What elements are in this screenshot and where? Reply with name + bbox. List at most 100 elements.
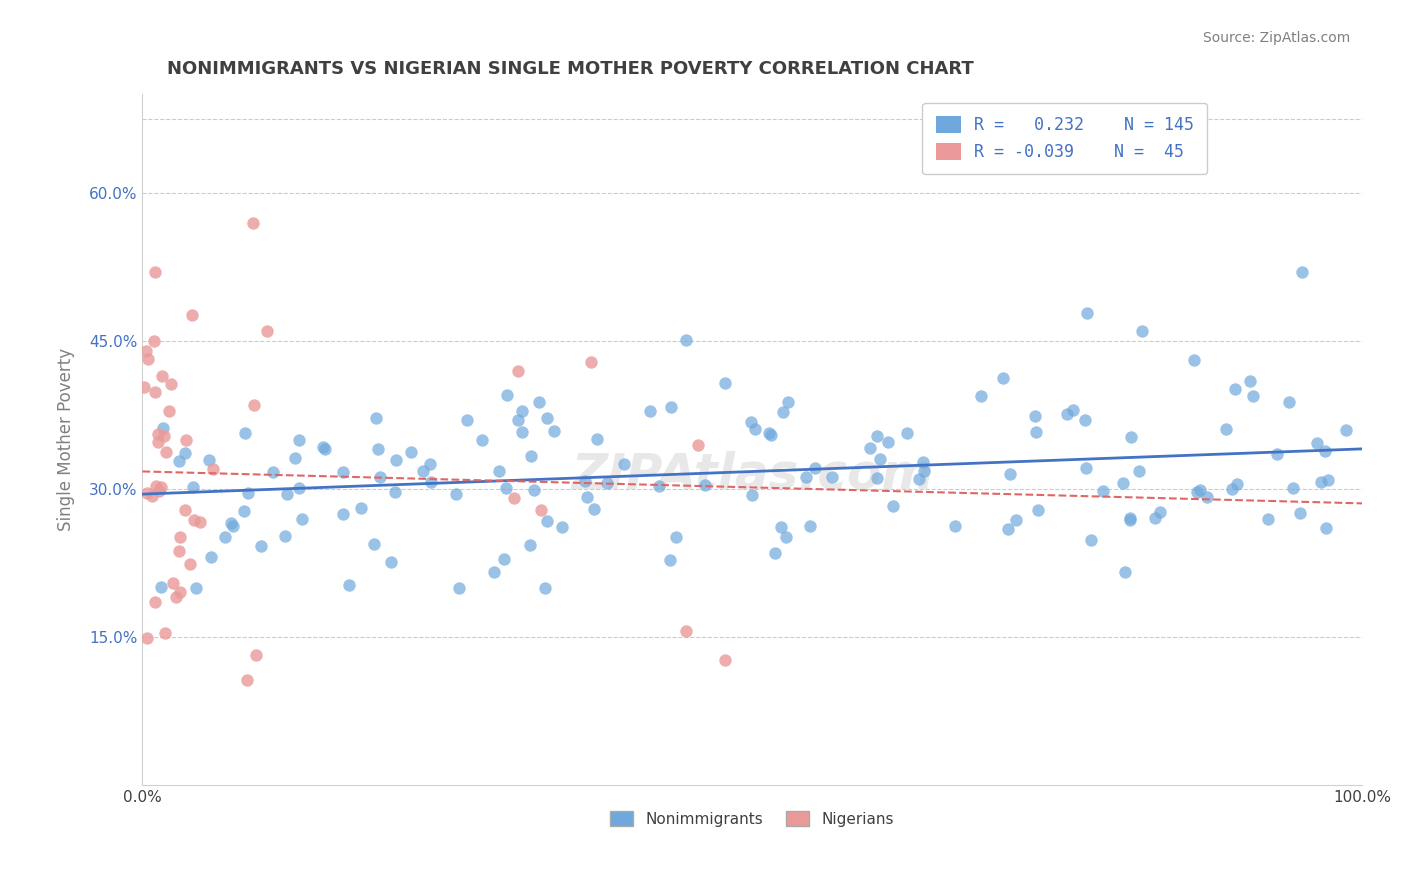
Point	[367, 442, 389, 456]
Point	[235, 673, 257, 687]
Point	[150, 480, 173, 494]
Point	[998, 467, 1021, 481]
Point	[1114, 565, 1136, 579]
Point	[534, 581, 557, 595]
Point	[551, 520, 574, 534]
Point	[943, 518, 966, 533]
Point	[758, 425, 780, 440]
Point	[143, 265, 166, 279]
Point	[1025, 425, 1047, 439]
Point	[1080, 533, 1102, 548]
Point	[188, 515, 211, 529]
Point	[146, 426, 169, 441]
Text: ZIPAtlas.com: ZIPAtlas.com	[571, 450, 934, 499]
Point	[869, 451, 891, 466]
Point	[1076, 306, 1098, 320]
Point	[153, 429, 176, 443]
Point	[233, 426, 256, 441]
Point	[510, 404, 533, 418]
Point	[1315, 444, 1337, 458]
Point	[821, 470, 844, 484]
Point	[214, 530, 236, 544]
Point	[157, 404, 180, 418]
Point	[536, 514, 558, 528]
Point	[495, 482, 517, 496]
Point	[713, 376, 735, 390]
Point	[148, 484, 170, 499]
Point	[174, 503, 197, 517]
Point	[536, 411, 558, 425]
Point	[527, 394, 550, 409]
Y-axis label: Single Mother Poverty: Single Mother Poverty	[58, 348, 75, 532]
Point	[775, 530, 797, 544]
Point	[283, 451, 305, 466]
Point	[242, 216, 264, 230]
Point	[1119, 430, 1142, 444]
Point	[1220, 482, 1243, 496]
Point	[181, 480, 204, 494]
Point	[150, 368, 173, 383]
Point	[911, 455, 934, 469]
Point	[1241, 389, 1264, 403]
Point	[1309, 475, 1331, 489]
Point	[1265, 447, 1288, 461]
Point	[488, 465, 510, 479]
Text: Source: ZipAtlas.com: Source: ZipAtlas.com	[1202, 31, 1350, 45]
Point	[1334, 423, 1357, 437]
Point	[859, 441, 882, 455]
Point	[799, 518, 821, 533]
Point	[769, 520, 792, 534]
Point	[912, 465, 935, 479]
Point	[740, 415, 762, 429]
Point	[150, 580, 173, 594]
Point	[233, 504, 256, 518]
Point	[794, 469, 817, 483]
Point	[523, 483, 546, 498]
Point	[882, 500, 904, 514]
Point	[908, 472, 931, 486]
Point	[865, 429, 887, 443]
Point	[1278, 395, 1301, 409]
Point	[136, 485, 159, 500]
Point	[183, 513, 205, 527]
Point	[456, 412, 478, 426]
Point	[1182, 353, 1205, 368]
Point	[508, 364, 530, 378]
Point	[314, 442, 336, 457]
Point	[997, 522, 1019, 536]
Point	[169, 531, 191, 545]
Point	[1091, 483, 1114, 498]
Point	[419, 475, 441, 490]
Point	[134, 380, 156, 394]
Point	[1074, 413, 1097, 427]
Point	[1289, 506, 1312, 520]
Point	[288, 481, 311, 495]
Point	[896, 425, 918, 440]
Point	[1315, 520, 1337, 534]
Point	[288, 434, 311, 448]
Point	[1215, 422, 1237, 436]
Point	[530, 503, 553, 517]
Point	[368, 470, 391, 484]
Point	[136, 632, 159, 646]
Point	[141, 490, 163, 504]
Point	[506, 412, 529, 426]
Point	[1225, 477, 1247, 491]
Point	[761, 428, 783, 442]
Point	[993, 371, 1015, 385]
Point	[877, 435, 900, 450]
Point	[274, 529, 297, 543]
Point	[399, 445, 422, 459]
Point	[512, 425, 534, 439]
Point	[586, 432, 609, 446]
Point	[242, 398, 264, 412]
Point	[613, 457, 636, 471]
Point	[363, 537, 385, 551]
Point	[380, 555, 402, 569]
Legend: Nonimmigrants, Nigerians: Nonimmigrants, Nigerians	[605, 805, 900, 833]
Point	[262, 465, 284, 479]
Point	[169, 585, 191, 599]
Point	[1056, 408, 1078, 422]
Point	[155, 444, 177, 458]
Point	[582, 501, 605, 516]
